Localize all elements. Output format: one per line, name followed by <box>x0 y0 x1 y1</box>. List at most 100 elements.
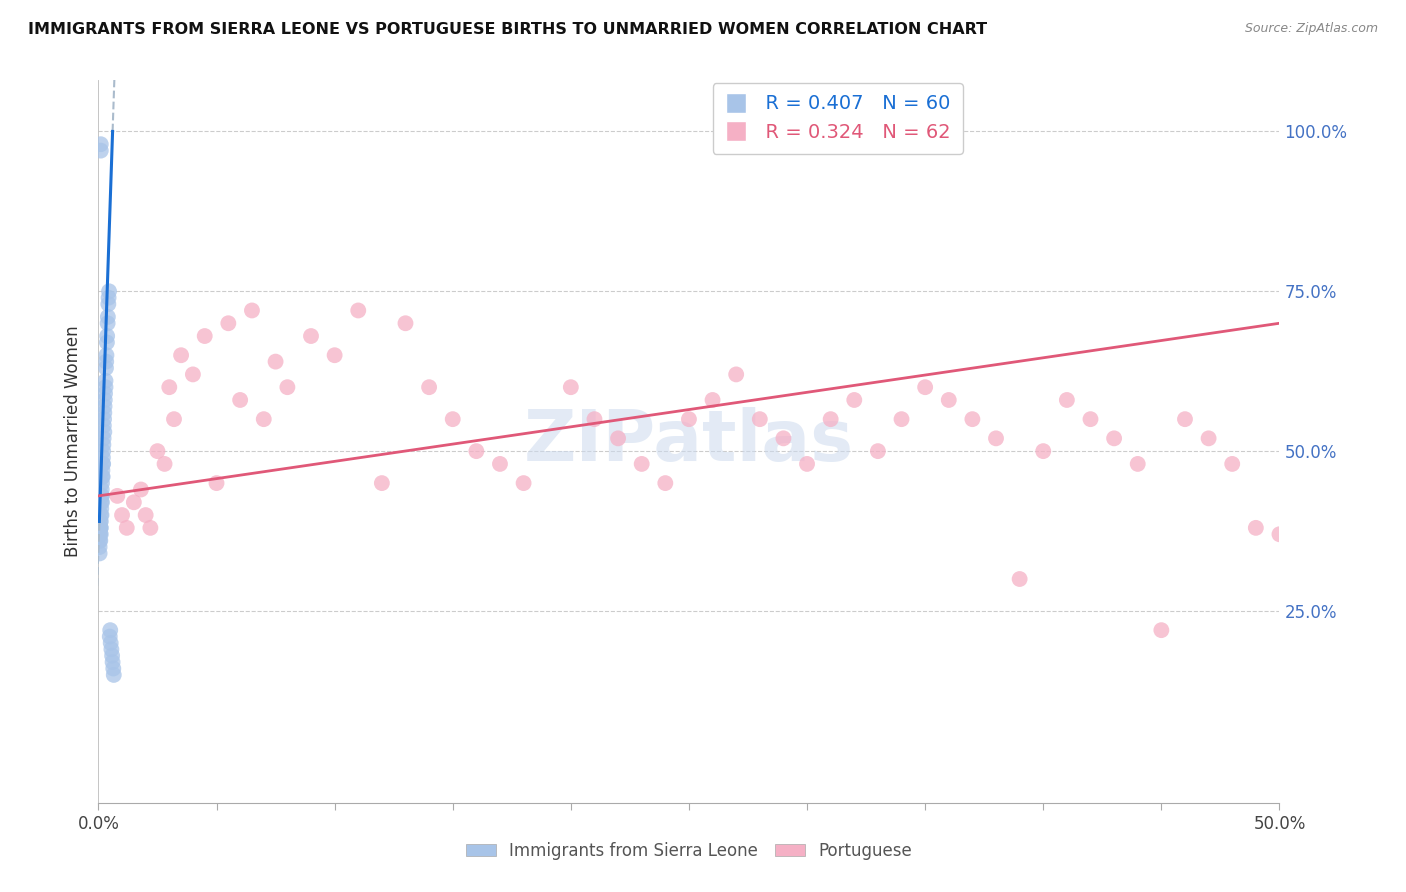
Point <box>607 431 630 445</box>
Point <box>103 661 125 675</box>
Point <box>89 533 111 548</box>
Point <box>205 476 228 491</box>
Point <box>630 457 652 471</box>
Point <box>94 374 117 388</box>
Point <box>122 495 145 509</box>
Point <box>90 495 112 509</box>
Point <box>796 457 818 471</box>
Point <box>89 533 111 548</box>
Point <box>97 291 120 305</box>
Point <box>93 406 115 420</box>
Point <box>91 489 114 503</box>
Point <box>1102 431 1125 445</box>
Point <box>914 380 936 394</box>
Point <box>217 316 239 330</box>
Point <box>465 444 488 458</box>
Point <box>98 630 121 644</box>
Point <box>93 418 115 433</box>
Point <box>820 412 842 426</box>
Point <box>489 457 512 471</box>
Point <box>299 329 322 343</box>
Point <box>1244 521 1267 535</box>
Point <box>89 515 111 529</box>
Point <box>93 412 115 426</box>
Point <box>101 655 124 669</box>
Point <box>1198 431 1220 445</box>
Point <box>89 540 111 554</box>
Point <box>89 546 111 560</box>
Point <box>347 303 370 318</box>
Point <box>90 515 112 529</box>
Point <box>100 636 122 650</box>
Point <box>560 380 582 394</box>
Point <box>89 527 111 541</box>
Text: ZIPatlas: ZIPatlas <box>524 407 853 476</box>
Point <box>111 508 134 522</box>
Point <box>512 476 534 491</box>
Point <box>101 648 124 663</box>
Point <box>94 380 117 394</box>
Point <box>91 457 114 471</box>
Point <box>103 668 125 682</box>
Point <box>1174 412 1197 426</box>
Point <box>1008 572 1031 586</box>
Point <box>264 354 287 368</box>
Point <box>962 412 984 426</box>
Point <box>1080 412 1102 426</box>
Point <box>94 392 117 407</box>
Point <box>90 521 112 535</box>
Point <box>146 444 169 458</box>
Point <box>181 368 204 382</box>
Point <box>90 144 112 158</box>
Point <box>115 521 138 535</box>
Point <box>98 623 121 637</box>
Point <box>170 348 193 362</box>
Point <box>93 431 115 445</box>
Point <box>129 483 152 497</box>
Point <box>97 316 120 330</box>
Point <box>772 431 794 445</box>
Point <box>702 392 724 407</box>
Point <box>583 412 606 426</box>
Point <box>90 527 112 541</box>
Point <box>748 412 770 426</box>
Point <box>654 476 676 491</box>
Point <box>100 642 122 657</box>
Point <box>157 380 180 394</box>
Point <box>91 476 114 491</box>
Point <box>194 329 217 343</box>
Point <box>97 310 120 324</box>
Point <box>1126 457 1149 471</box>
Point <box>91 450 114 465</box>
Text: IMMIGRANTS FROM SIERRA LEONE VS PORTUGUESE BIRTHS TO UNMARRIED WOMEN CORRELATION: IMMIGRANTS FROM SIERRA LEONE VS PORTUGUE… <box>28 22 987 37</box>
Point <box>90 508 112 522</box>
Point <box>1268 527 1291 541</box>
Point <box>90 508 112 522</box>
Point <box>441 412 464 426</box>
Point <box>253 412 276 426</box>
Point <box>94 386 117 401</box>
Point <box>135 508 157 522</box>
Point <box>93 400 115 414</box>
Point <box>90 483 112 497</box>
Legend: Immigrants from Sierra Leone, Portuguese: Immigrants from Sierra Leone, Portuguese <box>460 836 918 867</box>
Point <box>418 380 440 394</box>
Point <box>229 392 252 407</box>
Point <box>139 521 162 535</box>
Point <box>91 469 114 483</box>
Point <box>105 489 128 503</box>
Point <box>98 285 121 299</box>
Point <box>97 297 120 311</box>
Point <box>90 501 112 516</box>
Point <box>89 527 111 541</box>
Point <box>96 348 118 362</box>
Point <box>153 457 176 471</box>
Point <box>94 361 117 376</box>
Point <box>91 463 114 477</box>
Point <box>394 316 416 330</box>
Point <box>323 348 346 362</box>
Point <box>725 368 748 382</box>
Point <box>938 392 960 407</box>
Point <box>90 137 112 152</box>
Point <box>91 444 114 458</box>
